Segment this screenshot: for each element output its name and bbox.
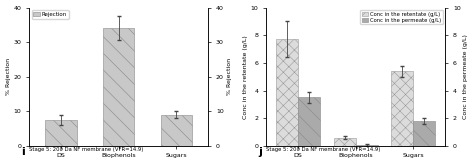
Text: Stage 5: 200 Da NF membrane (VFR=14.9): Stage 5: 200 Da NF membrane (VFR=14.9): [29, 147, 143, 152]
Legend: Rejection: Rejection: [32, 10, 69, 19]
Legend: Conc in the retentate (g/L), Conc in the permeate (g/L): Conc in the retentate (g/L), Conc in the…: [360, 10, 443, 24]
Bar: [276, 39, 298, 146]
Y-axis label: Conc in the retentate (g/L): Conc in the retentate (g/L): [243, 35, 248, 119]
Y-axis label: % Rejection: % Rejection: [227, 58, 232, 95]
Bar: [356, 145, 378, 146]
Bar: [334, 137, 356, 146]
Text: Stage 5: 200 Da NF membrane (VFR=14.9): Stage 5: 200 Da NF membrane (VFR=14.9): [266, 147, 380, 152]
Bar: [45, 120, 77, 146]
Text: i: i: [21, 147, 25, 157]
Y-axis label: Conc in the permeate (g/L): Conc in the permeate (g/L): [464, 34, 468, 119]
Text: j: j: [258, 147, 262, 157]
Bar: [103, 28, 135, 146]
Bar: [413, 121, 436, 146]
Bar: [392, 71, 413, 146]
Bar: [161, 115, 192, 146]
Bar: [298, 97, 319, 146]
Y-axis label: % Rejection: % Rejection: [6, 58, 10, 95]
